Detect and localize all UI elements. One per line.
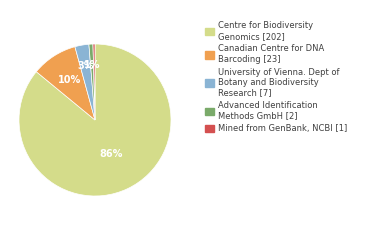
Legend: Centre for Biodiversity
Genomics [202], Canadian Centre for DNA
Barcoding [23], : Centre for Biodiversity Genomics [202], …	[204, 20, 349, 135]
Text: 86%: 86%	[100, 149, 123, 159]
Wedge shape	[19, 44, 171, 196]
Wedge shape	[36, 47, 95, 120]
Text: 3%: 3%	[77, 61, 94, 71]
Text: 10%: 10%	[58, 75, 81, 85]
Wedge shape	[89, 44, 95, 120]
Text: 1%: 1%	[84, 60, 100, 70]
Wedge shape	[75, 44, 95, 120]
Wedge shape	[93, 44, 95, 120]
